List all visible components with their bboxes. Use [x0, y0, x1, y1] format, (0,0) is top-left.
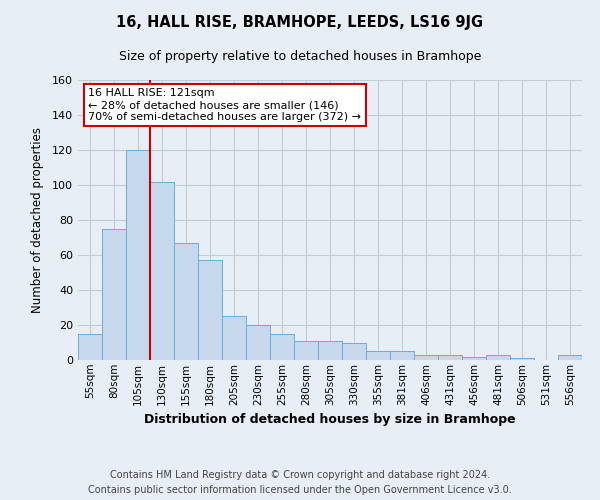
Bar — [150, 182, 174, 360]
Bar — [342, 342, 366, 360]
Bar — [318, 341, 342, 360]
X-axis label: Distribution of detached houses by size in Bramhope: Distribution of detached houses by size … — [144, 413, 516, 426]
Text: 16 HALL RISE: 121sqm
← 28% of detached houses are smaller (146)
70% of semi-deta: 16 HALL RISE: 121sqm ← 28% of detached h… — [88, 88, 361, 122]
Y-axis label: Number of detached properties: Number of detached properties — [31, 127, 44, 313]
Bar — [510, 358, 534, 360]
Bar — [558, 355, 582, 360]
Bar — [102, 229, 126, 360]
Bar — [198, 260, 222, 360]
Bar — [294, 341, 318, 360]
Bar — [78, 334, 102, 360]
Bar — [126, 150, 150, 360]
Bar — [222, 316, 246, 360]
Text: Contains HM Land Registry data © Crown copyright and database right 2024.: Contains HM Land Registry data © Crown c… — [110, 470, 490, 480]
Bar — [246, 325, 270, 360]
Bar — [486, 355, 510, 360]
Bar — [270, 334, 294, 360]
Bar — [414, 355, 438, 360]
Bar — [438, 355, 462, 360]
Bar — [174, 243, 198, 360]
Text: 16, HALL RISE, BRAMHOPE, LEEDS, LS16 9JG: 16, HALL RISE, BRAMHOPE, LEEDS, LS16 9JG — [116, 15, 484, 30]
Text: Contains public sector information licensed under the Open Government Licence v3: Contains public sector information licen… — [88, 485, 512, 495]
Bar — [462, 356, 486, 360]
Text: Size of property relative to detached houses in Bramhope: Size of property relative to detached ho… — [119, 50, 481, 63]
Bar — [390, 351, 414, 360]
Bar — [366, 351, 390, 360]
